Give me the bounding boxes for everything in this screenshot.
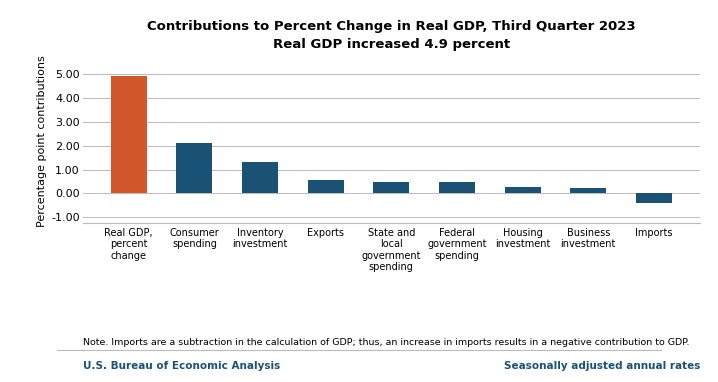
Bar bbox=[177, 143, 213, 194]
Bar bbox=[111, 76, 146, 194]
Text: Seasonally adjusted annual rates: Seasonally adjusted annual rates bbox=[503, 361, 700, 371]
Bar bbox=[505, 187, 541, 194]
Bar bbox=[636, 194, 672, 202]
Text: U.S. Bureau of Economic Analysis: U.S. Bureau of Economic Analysis bbox=[83, 361, 280, 371]
Bar bbox=[439, 183, 475, 194]
Bar bbox=[242, 162, 278, 194]
Bar bbox=[373, 181, 409, 194]
Text: Note. Imports are a subtraction in the calculation of GDP; thus, an increase in : Note. Imports are a subtraction in the c… bbox=[83, 338, 689, 347]
Bar bbox=[307, 180, 344, 194]
Title: Contributions to Percent Change in Real GDP, Third Quarter 2023
Real GDP increas: Contributions to Percent Change in Real … bbox=[147, 20, 635, 51]
Y-axis label: Percentage point contributions: Percentage point contributions bbox=[37, 55, 47, 227]
Bar bbox=[570, 188, 606, 194]
